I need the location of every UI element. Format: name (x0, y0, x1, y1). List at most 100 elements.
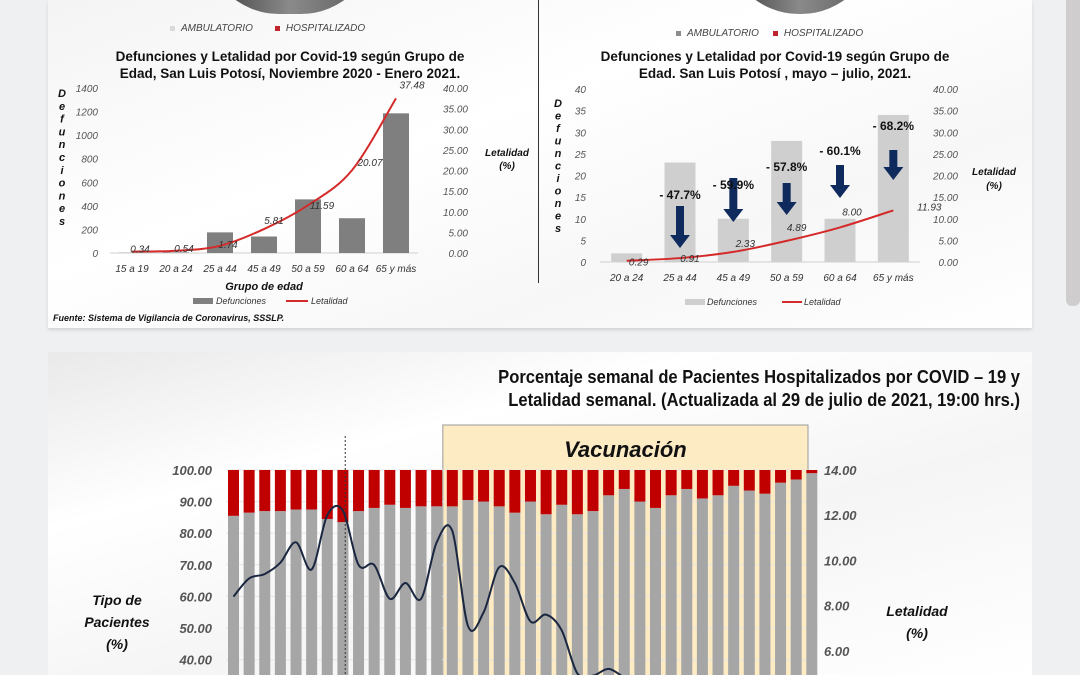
y-tick-label: 60.00 (179, 589, 212, 604)
y2-tick-label: 10.00 (443, 208, 468, 219)
y-tick-label: 50.00 (179, 621, 212, 636)
y2-axis-title: (%) (986, 181, 1002, 192)
bar-hospitalizado (650, 470, 662, 508)
bar-ambulatorio (259, 511, 271, 675)
bar-ambulatorio (587, 511, 599, 675)
x-tick-label: 15 a 19 (115, 264, 149, 275)
bar-defunciones (163, 252, 189, 253)
top-panel (48, 0, 1032, 328)
y-tick-label: 20 (574, 172, 587, 183)
data-label: 0.29 (629, 258, 649, 269)
x-tick-label: 20 a 24 (609, 273, 644, 284)
down-arrow-icon (670, 206, 690, 248)
bar-hospitalizado (446, 470, 458, 507)
y2-tick-label: 25.00 (932, 150, 958, 161)
y-axis-title: Pacientes (84, 614, 150, 630)
arrow-head (883, 167, 904, 180)
bar-defunciones (824, 218, 856, 262)
bar-defunciones (295, 199, 321, 253)
y-tick-label: 1000 (76, 131, 99, 142)
bar-ambulatorio (712, 495, 724, 675)
down-arrow-icon (776, 183, 797, 215)
x-tick-label: 45 a 49 (717, 273, 751, 284)
reduction-annotation: - 60.1% (819, 144, 861, 158)
chart-defunciones-may-jul: Defunciones403530252015105040.0035.0030.… (554, 85, 1017, 307)
bar-hospitalizado (618, 470, 630, 489)
y2-tick-label: 14.00 (824, 463, 857, 478)
chart-title-left: Defunciones y Letalidad por Covid-19 seg… (115, 49, 465, 81)
y-tick-label: 5 (580, 236, 586, 247)
y2-tick-label: 30.00 (443, 125, 468, 136)
axis-title-letter: s (59, 216, 65, 228)
bar-ambulatorio (618, 488, 630, 675)
data-label: 0.54 (174, 244, 194, 255)
reduction-annotation: - 47.7% (659, 188, 701, 202)
bar-ambulatorio (650, 507, 662, 675)
bar-defunciones (339, 218, 365, 253)
bar-ambulatorio (415, 506, 427, 675)
y-tick-label: 400 (81, 202, 98, 213)
bar-hospitalizado (665, 470, 677, 496)
legend-defunciones: Defunciones (707, 297, 758, 307)
scrollbar[interactable] (1066, 0, 1080, 306)
bar-ambulatorio (290, 509, 302, 675)
bar-hospitalizado (228, 470, 239, 516)
bar-ambulatorio (775, 482, 787, 675)
y2-tick-label: 20.00 (932, 172, 958, 183)
axis-title-letter: u (555, 136, 562, 148)
axis-title-letter: n (59, 190, 66, 202)
y-tick-label: 10 (575, 215, 587, 226)
y2-tick-label: 35.00 (443, 105, 468, 116)
x-tick-label: 50 a 59 (291, 264, 325, 275)
y-tick-label: 80.00 (179, 526, 212, 541)
bar-ambulatorio (321, 518, 333, 675)
x-tick-label: 65 y más (873, 273, 914, 284)
arrow-head (723, 209, 744, 222)
bar-ambulatorio (743, 490, 755, 675)
legend-bar-swatch-icon (193, 298, 213, 304)
data-label: 1.74 (218, 240, 238, 251)
x-tick-label: 25 a 44 (662, 273, 697, 284)
donut-legend-left: AMBULATORIO HOSPITALIZADO (170, 23, 365, 34)
bar-hospitalizado (540, 470, 552, 515)
bar-hospitalizado (728, 470, 740, 486)
reduction-annotation: - 57.8% (766, 160, 808, 174)
data-label: 20.07 (356, 158, 382, 169)
bar-ambulatorio (431, 506, 443, 675)
bar-ambulatorio (556, 504, 568, 675)
bar-ambulatorio (384, 504, 396, 675)
bar-ambulatorio (790, 479, 802, 675)
data-label: 8.00 (842, 207, 862, 218)
axis-title-letter: i (556, 173, 560, 185)
y2-tick-label: 0.00 (449, 249, 469, 260)
reduction-annotation: - 68.2% (873, 119, 915, 133)
y2-axis-title: Letalidad (886, 603, 948, 619)
x-axis-title: Grupo de edad (225, 281, 303, 293)
bar-hospitalizado (478, 470, 490, 502)
bar-ambulatorio (806, 473, 818, 675)
bar-hospitalizado (415, 470, 427, 507)
bar-defunciones (877, 114, 909, 262)
legend-hospitalizado: HOSPITALIZADO (772, 28, 863, 39)
bar-hospitalizado (712, 470, 724, 496)
y-axis-title: (%) (106, 636, 128, 652)
arrow-shaft (782, 183, 791, 203)
data-label: 5.81 (264, 216, 283, 227)
data-label: 11.59 (310, 201, 335, 212)
bar-ambulatorio (509, 512, 521, 675)
x-tick-label: 60 a 64 (335, 264, 369, 275)
bar-hospitalizado (384, 470, 396, 505)
legend-ambulatorio: AMBULATORIO (170, 23, 253, 34)
arrow-head (670, 235, 690, 248)
bar-hospitalizado (399, 470, 411, 508)
axis-title-letter: c (555, 161, 561, 173)
axis-title-letter: e (59, 203, 65, 215)
bar-hospitalizado (759, 470, 771, 494)
bar-hospitalizado (587, 470, 599, 512)
bar-ambulatorio (306, 509, 318, 675)
arrow-shaft (729, 178, 738, 210)
bar-hospitalizado (681, 470, 693, 489)
bar-ambulatorio (493, 506, 505, 675)
bar-hospitalizado (462, 470, 474, 501)
data-label: 0.91 (680, 254, 699, 265)
